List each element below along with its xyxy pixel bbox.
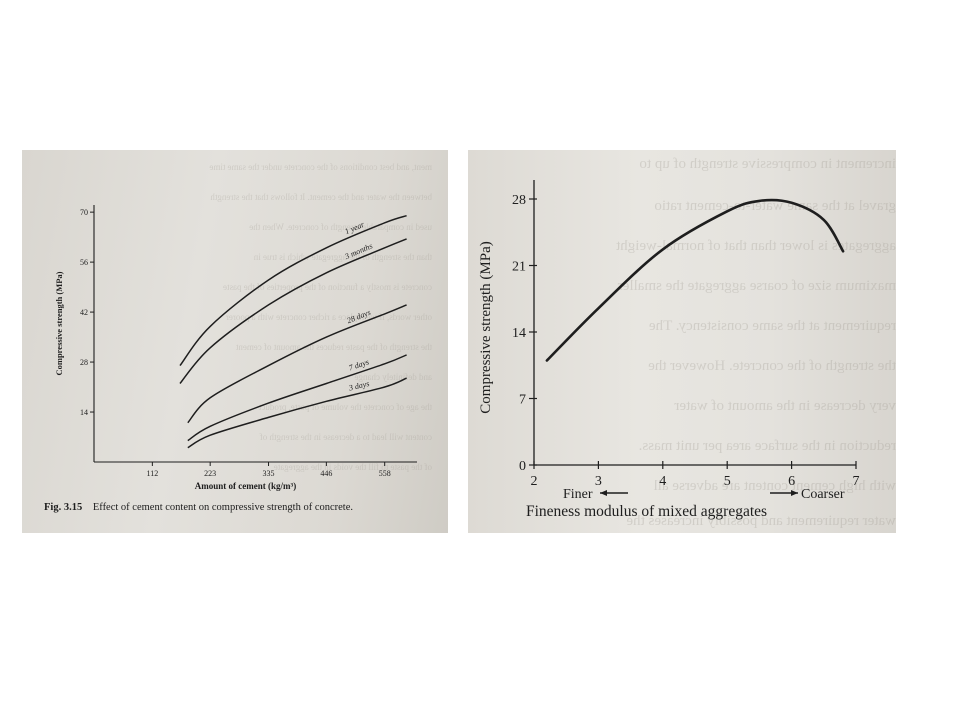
x-tick-label: 112 (146, 469, 158, 478)
svg-text:concrete is mostly a function: concrete is mostly a function of the pro… (223, 282, 432, 292)
curve-7-days (187, 354, 407, 442)
curve-3-days (187, 377, 407, 449)
y-tick-label: 42 (80, 308, 88, 317)
y-tick-label: 28 (80, 358, 88, 367)
figure-number: Fig. 3.15 (44, 502, 82, 513)
x-tick-label: 223 (204, 469, 216, 478)
coarser-arrow (770, 490, 798, 496)
finer-arrow (600, 490, 628, 496)
svg-text:the strength of the paste redu: the strength of the paste reduces the am… (235, 342, 432, 352)
y-axis-label: Compressive strength (MPa) (478, 241, 494, 413)
fineness-modulus-chart: increment in compressive strength of up … (478, 156, 896, 529)
svg-text:of the paste to fill the voids: of the paste to fill the voids in the ag… (274, 462, 432, 472)
x-tick-label: 335 (263, 469, 275, 478)
svg-text:ment, and best conditions of t: ment, and best conditions of the concret… (209, 162, 432, 172)
x-tick-label: 7 (853, 474, 860, 489)
x-tick-label: 3 (595, 474, 602, 489)
x-tick-label: 6 (788, 474, 795, 489)
bleed-through-text: increment in compressive strength of up … (615, 156, 896, 529)
x-tick-label: 2 (531, 474, 538, 489)
x-tick-label: 4 (659, 474, 666, 489)
figure-caption-text: Effect of cement content on compressive … (93, 502, 353, 513)
svg-text:gravel at the same water-to-ce: gravel at the same water-to-cement ratio (654, 198, 896, 214)
svg-text:used in comparable strength of: used in comparable strength of concrete.… (249, 222, 432, 232)
x-axis-label: Amount of cement (kg/m³) (195, 481, 296, 491)
finer-label: Finer (563, 487, 593, 502)
svg-text:very decrease in the amount of: very decrease in the amount of water (674, 398, 896, 414)
x-tick-label: 5 (724, 474, 731, 489)
y-tick-label: 56 (80, 258, 88, 267)
bleed-through-text: ment, and best conditions of the concret… (209, 162, 432, 472)
x-tick-label: 446 (320, 469, 332, 478)
y-tick-label: 14 (80, 408, 88, 417)
chart-photo-fineness: increment in compressive strength of up … (468, 150, 896, 533)
strength-curve (545, 198, 845, 362)
y-tick-label: 14 (512, 326, 526, 341)
y-tick-label: 70 (80, 208, 88, 217)
svg-text:increment in compressive stren: increment in compressive strength of up … (639, 156, 896, 172)
figure-caption: Fig. 3.15 Effect of cement content on co… (44, 502, 353, 513)
svg-text:water requirement and possibly: water requirement and possibly increases… (626, 513, 896, 529)
y-tick-label: 7 (519, 393, 526, 408)
svg-text:maximum size of coarse aggrega: maximum size of coarse aggregate the sma… (618, 278, 896, 294)
y-tick-label: 21 (512, 260, 526, 275)
svg-text:reduction in the surface area: reduction in the surface area per unit m… (639, 438, 896, 454)
svg-text:content will lead to a decreas: content will lead to a decrease in the s… (260, 432, 432, 442)
series-label: 3 days (347, 379, 370, 393)
svg-text:requirement at the same consis: requirement at the same consistency. The (649, 318, 896, 334)
curve-1-year (179, 214, 407, 367)
x-tick-label: 558 (379, 469, 391, 478)
series-label: 28 days (346, 308, 372, 325)
svg-text:with high cement content are a: with high cement content are adverse all (654, 478, 896, 494)
svg-text:aggregates is lower than that: aggregates is lower than that of normal-… (615, 238, 896, 254)
curve-3-months (179, 238, 407, 384)
svg-text:the strength of the concrete.: the strength of the concrete. However th… (648, 358, 896, 374)
y-axis-label: Compressive strength (MPa) (54, 271, 64, 375)
curve-28-days (187, 304, 407, 424)
svg-text:than the strength of the aggre: than the strength of the aggregate which… (253, 252, 432, 262)
svg-text:between the water and the ceme: between the water and the cement. It fol… (210, 192, 432, 202)
x-axis-label: Fineness modulus of mixed aggregates (526, 503, 767, 520)
y-tick-label: 28 (512, 193, 526, 208)
svg-text:the age of concrete the volume: the age of concrete the volume of paste,… (258, 402, 432, 412)
svg-text:other words, if we replace a r: other words, if we replace a richer conc… (226, 312, 432, 322)
svg-text:and definitely change: and definitely change (355, 372, 432, 382)
coarser-label: Coarser (801, 487, 845, 502)
chart-photo-cement: ment, and best conditions of the concret… (22, 150, 448, 533)
y-tick-label: 0 (519, 459, 526, 474)
cement-strength-chart: ment, and best conditions of the concret… (44, 162, 432, 513)
